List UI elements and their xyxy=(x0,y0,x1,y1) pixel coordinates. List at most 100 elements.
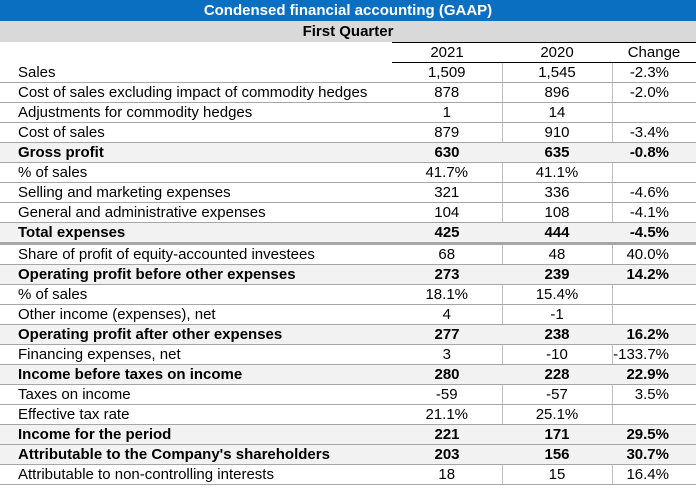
value-2020: 25.1% xyxy=(501,404,612,425)
value-2020: 896 xyxy=(501,82,612,103)
value-change: 3.5% xyxy=(611,384,696,405)
row-label: Income for the period xyxy=(0,424,392,445)
value-2021: -59 xyxy=(392,384,502,405)
table-row: Sales 1,509 1,545 -2.3% xyxy=(0,62,696,83)
value-2020: 238 xyxy=(502,324,612,345)
value-change: 29.5% xyxy=(612,424,696,445)
value-2021: 280 xyxy=(392,364,502,385)
value-change: 14.2% xyxy=(612,264,696,285)
value-change: 40.0% xyxy=(611,243,696,265)
value-2021: 4 xyxy=(392,304,502,325)
value-2021: 878 xyxy=(392,82,502,103)
row-label: Cost of sales excluding impact of commod… xyxy=(0,82,392,103)
value-2020: 910 xyxy=(501,122,612,143)
value-2021: 1,509 xyxy=(392,62,502,83)
value-2021: 273 xyxy=(392,264,502,285)
row-label: Attributable to the Company's shareholde… xyxy=(0,444,392,465)
value-2021: 630 xyxy=(392,142,502,163)
row-label: Operating profit before other expenses xyxy=(0,264,392,285)
row-label: Total expenses xyxy=(0,222,392,245)
value-change xyxy=(611,102,696,123)
row-label: Attributable to non-controlling interest… xyxy=(0,464,392,485)
value-2020: 41.1% xyxy=(501,162,612,183)
value-2020: 444 xyxy=(502,222,612,245)
table-row: Cost of sales excluding impact of commod… xyxy=(0,82,696,103)
row-label: Taxes on income xyxy=(0,384,392,405)
value-change xyxy=(611,162,696,183)
value-change: -4.1% xyxy=(611,202,696,223)
row-label: Financing expenses, net xyxy=(0,344,392,365)
financial-table: 2021 2020 Change Sales 1,509 1,545 -2.3% Cos… xyxy=(0,42,696,485)
value-2020: 48 xyxy=(501,243,612,265)
table-row: Adjustments for commodity hedges 1 14 xyxy=(0,102,696,123)
value-change: -2.3% xyxy=(611,62,696,83)
value-2021: 425 xyxy=(392,222,502,245)
table-row: % of sales 18.1% 15.4% xyxy=(0,284,696,305)
value-change: -0.8% xyxy=(612,142,696,163)
value-2020: -10 xyxy=(501,344,612,365)
row-label: Sales xyxy=(0,62,392,83)
row-label: Other income (expenses), net xyxy=(0,304,392,325)
header-change: Change xyxy=(612,42,696,63)
value-change: 16.4% xyxy=(611,464,696,485)
header-row: 2021 2020 Change xyxy=(0,42,696,63)
value-2021: 1 xyxy=(392,102,502,123)
value-change: -4.6% xyxy=(611,182,696,203)
row-label: % of sales xyxy=(0,284,392,305)
row-label: Share of profit of equity-accounted inve… xyxy=(0,243,392,265)
table-row: Cost of sales 879 910 -3.4% xyxy=(0,122,696,143)
row-label: General and administrative expenses xyxy=(0,202,392,223)
value-2020: 156 xyxy=(502,444,612,465)
table-row: Income before taxes on income 280 228 22.9% xyxy=(0,364,696,385)
value-2021: 221 xyxy=(392,424,502,445)
row-label: Effective tax rate xyxy=(0,404,392,425)
value-2020: 239 xyxy=(502,264,612,285)
value-2020: 15.4% xyxy=(501,284,612,305)
table-row: Effective tax rate 21.1% 25.1% xyxy=(0,404,696,425)
table-row: Operating profit before other expenses 27… xyxy=(0,264,696,285)
value-2020: -57 xyxy=(501,384,612,405)
table-title: Condensed financial accounting (GAAP) xyxy=(0,0,696,21)
value-2020: 228 xyxy=(502,364,612,385)
value-2021: 18 xyxy=(392,464,502,485)
table-row: % of sales 41.7% 41.1% xyxy=(0,162,696,183)
header-2020: 2020 xyxy=(502,42,612,63)
table-row: Selling and marketing expenses 321 336 -4.6… xyxy=(0,182,696,203)
value-change: -2.0% xyxy=(611,82,696,103)
value-2021: 21.1% xyxy=(392,404,502,425)
value-2020: 635 xyxy=(502,142,612,163)
value-2021: 68 xyxy=(392,243,502,265)
value-2020: 108 xyxy=(501,202,612,223)
table-row: Taxes on income -59 -57 3.5% xyxy=(0,384,696,405)
table-row: Operating profit after other expenses 277… xyxy=(0,324,696,345)
value-2021: 3 xyxy=(392,344,502,365)
row-label: Adjustments for commodity hedges xyxy=(0,102,392,123)
header-label xyxy=(0,43,392,63)
table-row: General and administrative expenses 104 10… xyxy=(0,202,696,223)
value-change: 22.9% xyxy=(612,364,696,385)
value-change: 16.2% xyxy=(612,324,696,345)
value-change: -3.4% xyxy=(611,122,696,143)
value-2021: 321 xyxy=(392,182,502,203)
row-label: % of sales xyxy=(0,162,392,183)
row-label: Operating profit after other expenses xyxy=(0,324,392,345)
value-change xyxy=(611,304,696,325)
row-label: Income before taxes on income xyxy=(0,364,392,385)
value-change: 30.7% xyxy=(612,444,696,465)
value-2020: 14 xyxy=(501,102,612,123)
value-2020: -1 xyxy=(501,304,612,325)
value-2021: 18.1% xyxy=(392,284,502,305)
row-label: Gross profit xyxy=(0,142,392,163)
table-row: Financing expenses, net 3 -10 -133.7% xyxy=(0,344,696,365)
table-row: Other income (expenses), net 4 -1 xyxy=(0,304,696,325)
value-2021: 879 xyxy=(392,122,502,143)
table-row: Share of profit of equity-accounted inve… xyxy=(0,243,696,265)
value-2021: 277 xyxy=(392,324,502,345)
value-2020: 1,545 xyxy=(501,62,612,83)
value-change xyxy=(611,404,696,425)
row-label: Selling and marketing expenses xyxy=(0,182,392,203)
value-change: -133.7% xyxy=(611,344,696,365)
table-row: Attributable to the Company's shareholde… xyxy=(0,444,696,465)
value-change xyxy=(611,284,696,305)
header-2021: 2021 xyxy=(392,42,502,63)
